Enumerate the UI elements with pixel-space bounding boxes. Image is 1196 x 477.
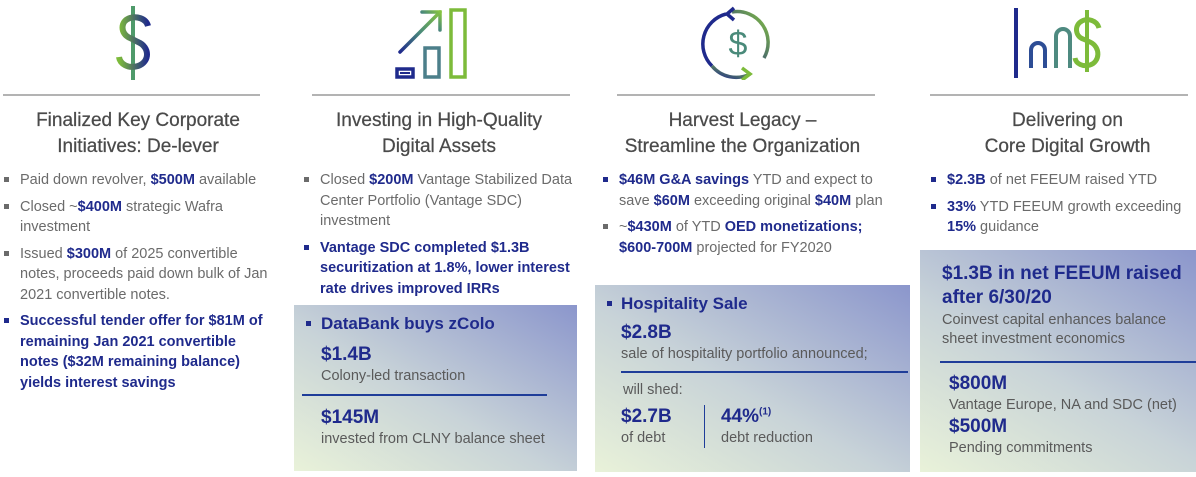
dollar-cycle-icon: $	[700, 6, 776, 82]
bullet-revolver: Paid down revolver, $500M available	[2, 170, 277, 191]
column-1-title: Finalized Key Corporate Initiatives: De-…	[36, 110, 240, 157]
growth-bar-arrow-icon	[394, 6, 474, 80]
debt-reduction-value: 44%(1)	[721, 405, 772, 427]
chart-dollar-growth-icon	[1013, 6, 1103, 80]
column-4-bullets: $2.3B of net FEEUM raised YTD 33% YTD FE…	[929, 170, 1194, 244]
column-2-bullets: Closed $200M Vantage Stabilized Data Cen…	[302, 170, 587, 305]
column-4-title: Delivering on Core Digital Growth	[984, 110, 1151, 157]
bullet-ga-savings: $46M G&A savings YTD and expect to save …	[601, 170, 901, 211]
debt-shed-value: $2.7B	[621, 405, 672, 427]
bullet-feeum-growth: 33% YTD FEEUM growth exceeding 15% guida…	[929, 197, 1194, 238]
pending-value: $500M	[949, 415, 1008, 437]
column-2-divider	[312, 94, 570, 96]
column-4-divider	[930, 94, 1188, 96]
feeum-heading: $1.3B in net FEEUM raised after 6/30/20	[942, 263, 1182, 308]
clny-investment-label: invested from CLNY balance sheet	[321, 430, 545, 447]
pending-label: Pending commitments	[949, 439, 1093, 456]
bullet-tender-offer: Successful tender offer for $81M of rema…	[2, 311, 277, 393]
hospitality-sale-value: $2.8B	[621, 322, 672, 343]
debt-reduction-label: debt reduction	[721, 429, 813, 446]
dollar-sign-icon	[112, 4, 158, 80]
bullet-net-feeum: $2.3B of net FEEUM raised YTD	[929, 170, 1194, 191]
vantage-label: Vantage Europe, NA and SDC (net)	[949, 396, 1177, 413]
hospitality-callout-box: Hospitality Sale $2.8B sale of hospitali…	[595, 285, 910, 472]
will-shed-label: will shed:	[623, 381, 683, 398]
feeum-heading-sub: Coinvest capital enhances balance sheet …	[942, 312, 1167, 347]
column-1-divider	[3, 94, 260, 96]
hospitality-sale-label: sale of hospitality portfolio announced;	[621, 346, 868, 362]
bullet-oed-monetizations: ~$430M of YTD OED monetizations; $600-70…	[601, 217, 901, 258]
databank-rule	[302, 394, 547, 396]
databank-label: Colony-led transaction	[321, 368, 466, 384]
databank-value: $1.4B	[321, 344, 372, 365]
bullet-convertible-notes: Issued $300M of 2025 convertible notes, …	[2, 244, 277, 306]
bullet-wafra: Closed ~$400M strategic Wafra investment	[2, 197, 277, 238]
vantage-value: $800M	[949, 372, 1008, 394]
databank-callout-box: DataBank buys zColo $1.4B Colony-led tra…	[294, 305, 577, 471]
column-3-divider	[617, 94, 875, 96]
debt-shed-label: of debt	[621, 429, 666, 446]
column-2-title: Investing in High-Quality Digital Assets	[336, 110, 542, 157]
clny-investment-value: $145M	[321, 406, 380, 428]
hospitality-rule	[621, 371, 908, 373]
databank-heading: DataBank buys zColo	[306, 313, 565, 335]
bullet-securitization: Vantage SDC completed $1.3B securitizati…	[302, 238, 587, 300]
feeum-callout-box: $1.3B in net FEEUM raised after 6/30/20 …	[920, 250, 1196, 472]
column-3-bullets: $46M G&A savings YTD and expect to save …	[601, 170, 901, 264]
hospitality-heading: Hospitality Sale	[607, 293, 898, 315]
column-1-bullets: Paid down revolver, $500M available Clos…	[2, 170, 277, 399]
column-3-title: Harvest Legacy – Streamline the Organiza…	[624, 110, 861, 157]
svg-text:$: $	[729, 25, 748, 63]
footnote-marker: (1)	[759, 406, 772, 418]
bullet-vantage-sdc: Closed $200M Vantage Stabilized Data Cen…	[302, 170, 587, 232]
feeum-rule	[940, 361, 1196, 363]
